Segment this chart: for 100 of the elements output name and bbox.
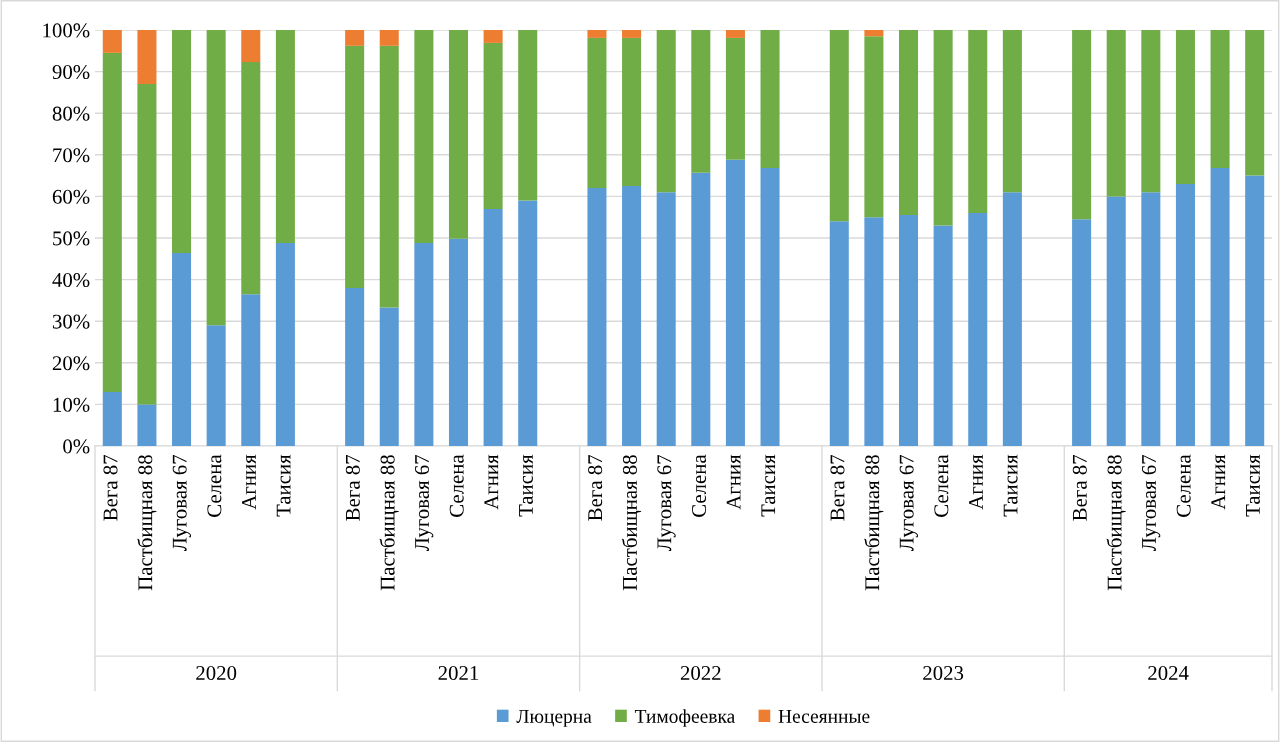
bar [587,188,607,446]
x-tick-label: Луговая 67 [415,454,434,552]
bar [483,42,503,209]
y-tick-label: 40% [52,272,90,288]
x-tick-label: Луговая 67 [899,454,918,552]
bar [864,36,884,218]
bar [760,168,780,446]
x-tick-label: Агния [242,454,256,510]
bar [725,37,745,160]
text: 2020 [196,665,237,681]
bar [1106,196,1126,446]
bar [864,217,884,446]
bar [137,84,157,405]
bar [448,30,469,239]
bar [1141,192,1161,446]
bar [691,30,711,173]
bar [587,30,607,38]
x-tick-label: Луговая 67 [1141,454,1161,552]
bar [933,225,953,446]
bar [1175,183,1195,446]
bar [137,30,157,85]
x-tick-label: Вега 87 [830,454,845,521]
x-tick-label: Луговая 67 [657,454,676,552]
x-tick-label: Вега 87 [588,454,603,521]
bar [829,30,849,222]
y-tick-label: 100% [43,23,90,38]
bar [345,287,365,446]
y-tick-label: 50% [53,231,90,246]
x-tick-label: Селена [934,454,949,517]
x-tick-label: Таисия [276,454,291,517]
bar [379,45,399,308]
text: 2024 [1148,665,1189,681]
bar [1175,30,1195,184]
bar [137,404,157,446]
bar [1002,192,1022,446]
x-tick-label: Вега 87 [1072,454,1087,521]
bar [275,30,295,243]
bar [518,200,538,446]
bar [725,30,745,38]
x-tick-label: Вега 87 [345,454,360,521]
bar [898,215,919,446]
bar [968,213,988,446]
bar [102,52,122,392]
bar [1072,30,1092,220]
bar [1210,30,1230,169]
bar [241,30,261,63]
x-tick-label: Пастбищная 88 [621,455,642,591]
bar [102,391,122,446]
bar [829,221,849,446]
x-tick-label: Вега 87 [103,454,118,521]
text: 2021 [438,665,479,681]
x-tick-label: Агния [484,454,499,510]
bar [206,325,226,446]
x-tick-label: Селена [1176,454,1191,517]
bar [414,242,434,446]
x-tick-label: Таисия [519,454,533,517]
bar [691,172,711,446]
bar [1245,30,1265,176]
bar [172,30,192,253]
x-tick-label: Таисия [761,454,776,517]
x-tick-label: Селена [207,454,222,517]
legend-label: Тимофеевка [634,709,735,727]
bar [414,30,434,243]
x-tick-label: Луговая 67 [172,454,191,552]
x-tick-label: Агния [726,454,741,510]
bar [933,30,953,226]
bar [587,37,607,189]
bar [1072,219,1092,446]
bar [725,159,745,446]
bar [622,37,642,186]
text: 2023 [923,665,964,681]
bar [448,238,469,446]
bar [622,30,642,38]
y-tick-label: 10% [53,397,90,412]
bar [898,30,919,216]
x-tick-label: Агния [1211,454,1226,510]
bar [379,307,399,446]
y-tick-label: 60% [52,189,90,204]
bar [656,30,676,193]
legend-label: Люцерна [516,709,592,727]
bar [206,30,226,326]
bar [1141,30,1161,193]
x-tick-label: Пастбищная 88 [864,455,884,591]
bar [241,294,261,446]
x-tick-label: Пастбищная 88 [379,455,399,591]
bar [518,30,538,201]
bar [1002,30,1022,193]
bar [760,30,780,169]
x-tick-label: Таисия [1246,454,1260,517]
y-tick-label: 0% [63,439,90,454]
y-tick-label: 80% [52,106,90,121]
x-tick-label: Агния [969,454,983,510]
bar [1210,168,1230,446]
bar [1106,30,1126,197]
x-tick-label: Пастбищная 88 [1106,455,1126,591]
bar [241,62,261,295]
x-tick-label: Селена [692,454,707,517]
bar [172,252,192,446]
bar [275,242,295,446]
text: 2022 [680,665,721,681]
